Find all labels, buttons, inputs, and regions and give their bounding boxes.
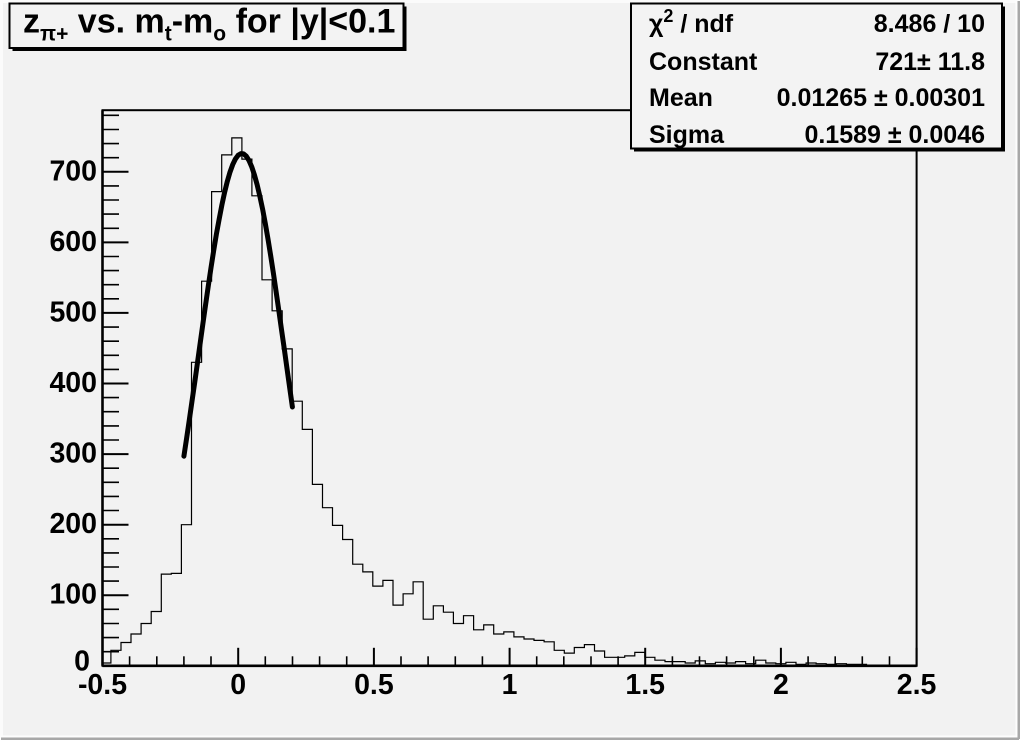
svg-text:-0.5: -0.5 bbox=[78, 669, 127, 701]
svg-text:0.01265 ± 0.00301: 0.01265 ± 0.00301 bbox=[777, 84, 985, 112]
svg-text:2.5: 2.5 bbox=[897, 669, 937, 701]
svg-text:1: 1 bbox=[502, 669, 518, 701]
svg-text:Sigma: Sigma bbox=[649, 121, 725, 149]
svg-text:400: 400 bbox=[49, 367, 97, 399]
svg-text:χ2 / ndf: χ2 / ndf bbox=[649, 6, 734, 38]
svg-text:721± 11.8: 721± 11.8 bbox=[875, 48, 985, 76]
svg-text:0: 0 bbox=[74, 646, 90, 678]
svg-text:0.5: 0.5 bbox=[354, 669, 394, 701]
svg-text:8.486 / 10: 8.486 / 10 bbox=[874, 10, 985, 38]
svg-text:zπ+ vs. mt-mo for |y|<0.1: zπ+ vs. mt-mo for |y|<0.1 bbox=[23, 3, 395, 46]
svg-text:100: 100 bbox=[49, 579, 97, 611]
svg-text:2: 2 bbox=[773, 669, 789, 701]
svg-text:0: 0 bbox=[230, 669, 246, 701]
svg-text:Constant: Constant bbox=[649, 48, 758, 76]
svg-text:200: 200 bbox=[49, 508, 97, 540]
svg-text:700: 700 bbox=[49, 155, 97, 187]
svg-text:500: 500 bbox=[49, 296, 97, 328]
svg-text:0.1589 ± 0.0046: 0.1589 ± 0.0046 bbox=[804, 121, 985, 149]
svg-text:Mean: Mean bbox=[649, 84, 713, 112]
svg-text:600: 600 bbox=[49, 226, 97, 258]
svg-text:1.5: 1.5 bbox=[625, 669, 665, 701]
svg-text:300: 300 bbox=[49, 438, 97, 470]
